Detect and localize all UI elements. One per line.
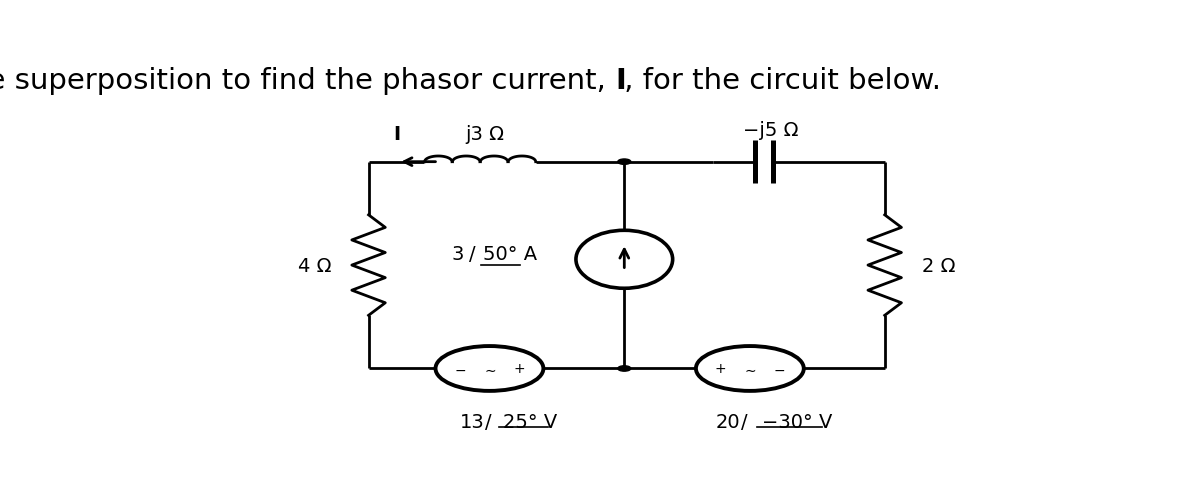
Text: , for the circuit below.: , for the circuit below. — [616, 67, 942, 95]
Text: 25° V: 25° V — [504, 412, 558, 431]
Text: $\sim$: $\sim$ — [743, 362, 757, 376]
Text: j3 Ω: j3 Ω — [466, 125, 504, 144]
Text: $\sim$: $\sim$ — [482, 362, 497, 376]
Text: −j5 Ω: −j5 Ω — [744, 121, 799, 140]
Text: Use superposition to find the phasor current,: Use superposition to find the phasor cur… — [0, 67, 616, 95]
Text: −30° V: −30° V — [762, 412, 833, 431]
Text: $-$: $-$ — [774, 362, 786, 376]
Text: $+$: $+$ — [514, 362, 526, 376]
Text: /: / — [469, 244, 475, 264]
Text: I: I — [392, 125, 400, 144]
Text: /: / — [740, 412, 748, 431]
Text: 50° A: 50° A — [482, 244, 538, 264]
Text: 2 Ω: 2 Ω — [922, 256, 955, 275]
Text: 20: 20 — [716, 412, 740, 431]
Text: $-$: $-$ — [454, 362, 466, 376]
Text: 3: 3 — [452, 244, 464, 264]
Circle shape — [618, 160, 631, 165]
Text: 13: 13 — [460, 412, 485, 431]
Text: I: I — [616, 67, 626, 95]
Text: 4 Ω: 4 Ω — [298, 256, 331, 275]
Text: $+$: $+$ — [714, 362, 726, 376]
Circle shape — [618, 366, 631, 371]
Text: /: / — [485, 412, 492, 431]
